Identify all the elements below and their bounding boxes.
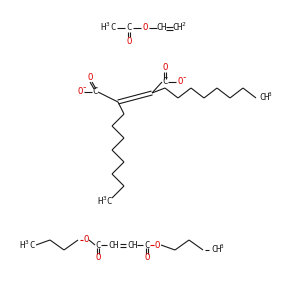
Text: H: H [131,241,137,250]
Text: H: H [160,23,166,32]
Text: O: O [177,77,183,86]
Text: O: O [95,254,101,262]
Text: H: H [19,241,25,250]
Text: C: C [127,241,133,250]
Text: O: O [83,236,89,244]
Text: C: C [162,77,168,86]
Text: C: C [95,241,101,250]
Text: C: C [211,245,216,254]
Text: 3: 3 [268,92,272,98]
Text: O: O [142,23,148,32]
Text: H: H [97,197,103,206]
Text: C: C [108,241,114,250]
Text: O: O [126,37,132,46]
Text: O: O [87,73,93,82]
Text: 3: 3 [103,196,107,202]
Text: C: C [92,88,98,97]
Text: H: H [215,245,220,254]
Text: O: O [77,88,83,97]
Text: -: - [81,83,87,92]
Text: C: C [259,94,264,103]
Text: C: C [106,197,112,206]
Text: -: - [181,74,187,82]
Text: O: O [162,62,168,71]
Text: C: C [29,241,35,250]
Text: 3: 3 [106,22,110,28]
Text: C: C [126,23,132,32]
Text: O: O [144,254,150,262]
Text: H: H [100,23,106,32]
Text: 3: 3 [220,244,224,250]
Text: H: H [112,241,118,250]
Text: C: C [156,23,162,32]
Text: H: H [176,23,182,32]
Text: O: O [154,241,160,250]
Text: 2: 2 [181,22,185,28]
Text: 3: 3 [25,239,29,244]
Text: H: H [263,94,268,103]
Text: C: C [144,241,150,250]
Text: C: C [172,23,178,32]
Text: C: C [110,23,116,32]
